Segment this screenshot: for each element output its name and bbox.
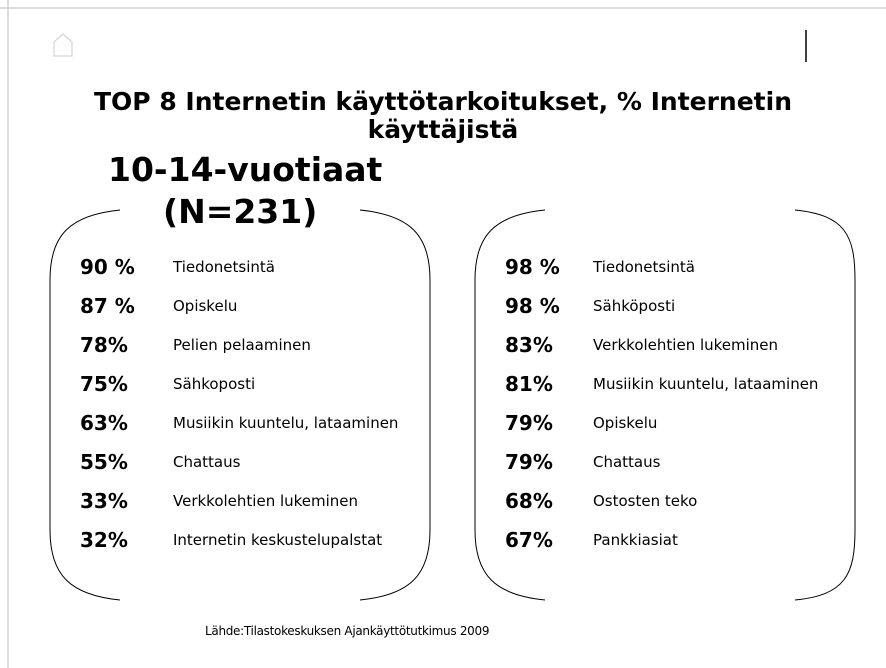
group-label: 10-14-vuotiaat bbox=[108, 150, 383, 189]
percent: 75% bbox=[80, 372, 128, 396]
item-label: Chattaus bbox=[593, 453, 661, 471]
source: Lähde:Tilastokeskuksen Ajankäyttötutkimu… bbox=[205, 624, 490, 638]
percent: 55% bbox=[80, 450, 128, 474]
item-label: Verkkolehtien lukeminen bbox=[593, 336, 779, 354]
percent: 33% bbox=[80, 489, 128, 513]
percent: 98 % bbox=[505, 294, 560, 318]
item-label: Musiikin kuuntelu, lataaminen bbox=[173, 414, 399, 432]
item-label: Pankkiasiat bbox=[593, 531, 678, 549]
item-label: Ostosten teko bbox=[593, 492, 698, 510]
percent: 98 % bbox=[505, 255, 560, 279]
percent: 90 % bbox=[80, 255, 135, 279]
percent: 87 % bbox=[80, 294, 135, 318]
item-label: Sähkoposti bbox=[173, 375, 256, 393]
item-label: Tiedonetsintä bbox=[173, 258, 275, 276]
sample-size: (N=231) bbox=[163, 192, 318, 231]
percent: 63% bbox=[80, 411, 128, 435]
item-label: Chattaus bbox=[173, 453, 241, 471]
title: käyttäjistä bbox=[367, 115, 519, 144]
item-label: Pelien pelaaminen bbox=[173, 336, 311, 354]
item-label: Sähköposti bbox=[593, 297, 676, 315]
item-label: Verkkolehtien lukeminen bbox=[173, 492, 359, 510]
item-label: Opiskelu bbox=[593, 414, 658, 432]
percent: 79% bbox=[505, 450, 553, 474]
percent: 67% bbox=[505, 528, 553, 552]
percent: 81% bbox=[505, 372, 553, 396]
item-label: Musiikin kuuntelu, lataaminen bbox=[593, 375, 819, 393]
percent: 83% bbox=[505, 333, 553, 357]
percent: 78% bbox=[80, 333, 128, 357]
percent: 79% bbox=[505, 411, 553, 435]
percent: 68% bbox=[505, 489, 553, 513]
brackets bbox=[49, 209, 856, 601]
item-label: Tiedonetsintä bbox=[593, 258, 695, 276]
home-icon[interactable] bbox=[53, 33, 73, 57]
title: TOP 8 Internetin käyttötarkoitukset, % I… bbox=[93, 87, 792, 116]
percent: 32% bbox=[80, 528, 128, 552]
item-label: Opiskelu bbox=[173, 297, 238, 315]
item-label: Internetin keskustelupalstat bbox=[173, 531, 383, 549]
